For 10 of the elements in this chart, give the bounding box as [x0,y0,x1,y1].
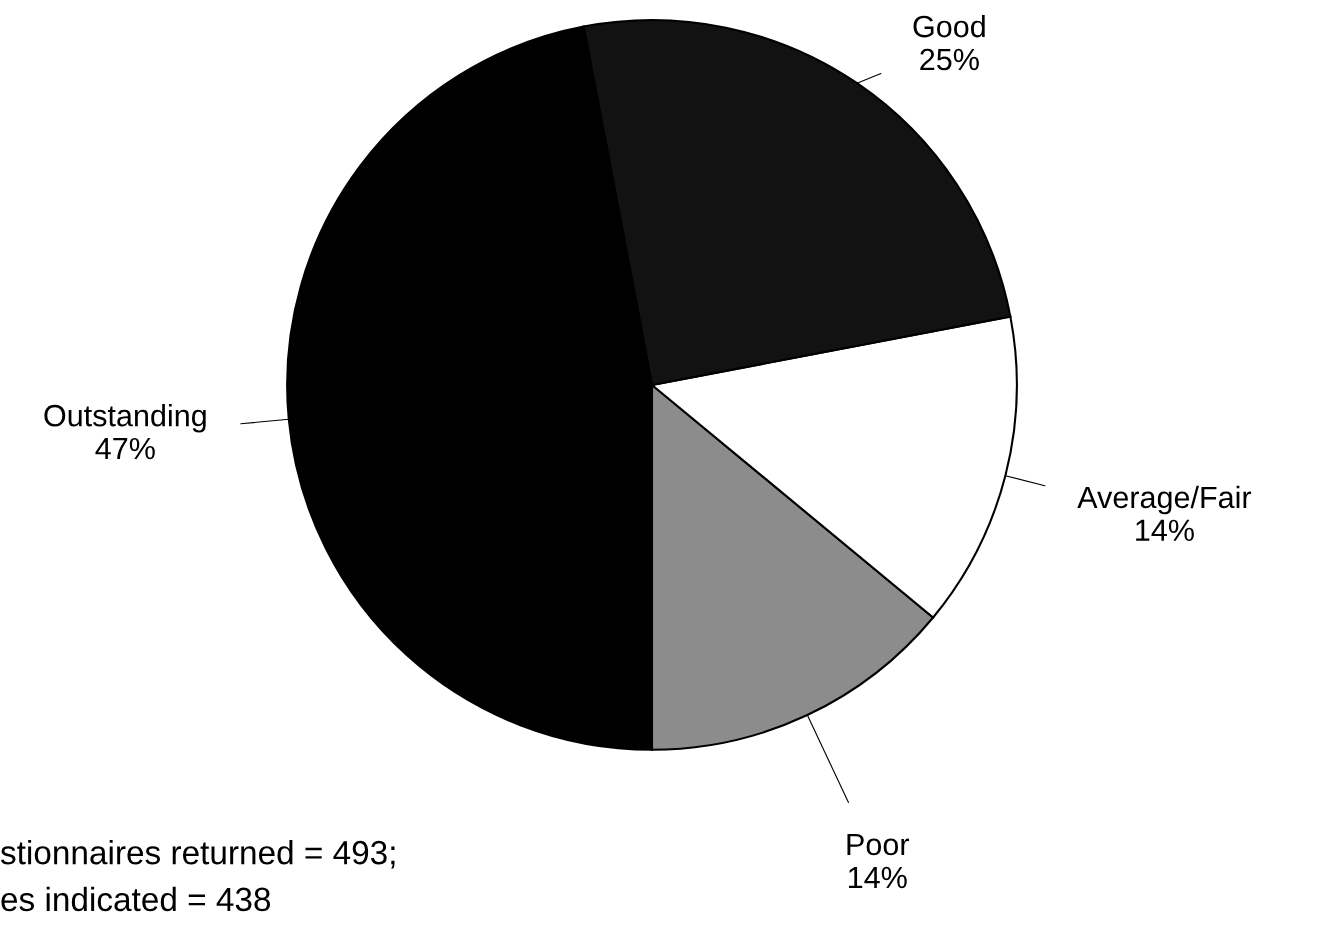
data-label: 14% [1136,519,1194,542]
text: es indicated = 438 [1,886,271,912]
data-label: 47% [95,437,155,460]
data-label: 14% [848,866,907,889]
slice-label: Good [913,14,985,38]
slice-label: Average/Fair [1077,485,1252,515]
slice-label: Poor [847,834,910,856]
text: stionnaires returned = 493; [0,839,395,869]
slice-label: Outstanding [44,404,206,433]
data-label: 25% [920,48,979,71]
